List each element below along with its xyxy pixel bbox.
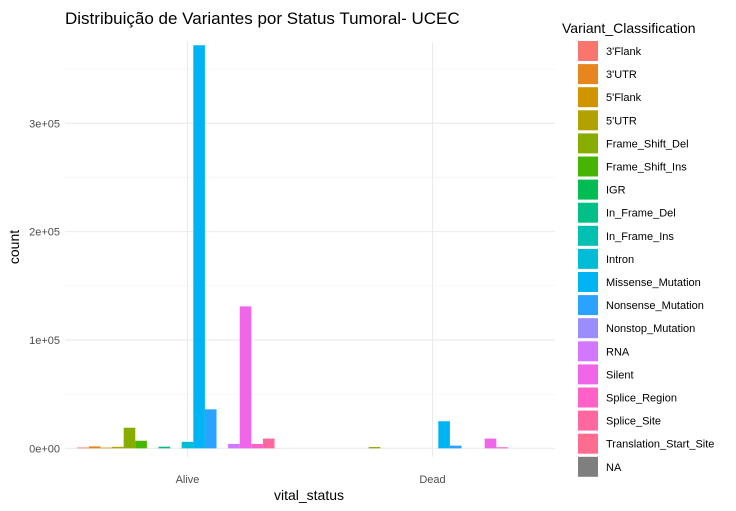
legend-label: Intron <box>606 254 634 266</box>
bars <box>77 45 508 449</box>
legend-key <box>578 272 598 292</box>
legend-label: Splice_Site <box>606 416 661 428</box>
legend-label: Silent <box>606 369 634 381</box>
bar <box>135 440 147 449</box>
legend-label: NA <box>606 462 622 474</box>
legend-label: Nonstop_Mutation <box>606 323 695 335</box>
bar <box>123 427 136 449</box>
bar <box>204 409 217 449</box>
bar <box>449 445 462 449</box>
legend-key <box>578 248 598 269</box>
bar <box>193 45 205 449</box>
legend-key <box>578 318 598 339</box>
legend-key <box>578 133 598 154</box>
x-axis-title: vital_status <box>274 487 344 503</box>
legend-key <box>578 456 598 477</box>
legend-label: 5'Flank <box>606 92 642 104</box>
bar <box>77 447 89 449</box>
bar <box>484 438 497 449</box>
bar <box>100 447 113 449</box>
bar <box>239 306 252 449</box>
bar <box>181 441 194 449</box>
legend-label: In_Frame_Ins <box>606 231 674 243</box>
bar <box>112 446 124 449</box>
legend-label: 5'UTR <box>606 115 637 127</box>
legend-key <box>578 64 598 85</box>
legend-items: 3'Flank 3'UTR 5'Flank 5'UTR Frame_Shift_Del F… <box>578 41 714 477</box>
legend-label: Translation_Start_Site <box>606 439 714 451</box>
bar <box>262 438 275 449</box>
bar <box>158 446 171 449</box>
legend-key <box>578 387 598 408</box>
legend-label: Splice_Region <box>606 393 677 405</box>
legend-key <box>578 433 598 454</box>
x-axis-ticks: Alive Dead <box>176 474 446 486</box>
bar <box>368 447 381 449</box>
legend-key <box>578 179 598 200</box>
y-axis-ticks: 0e+00 1e+05 2e+05 3e+05 <box>29 118 60 455</box>
legend-key <box>578 110 598 131</box>
bar <box>496 447 508 449</box>
legend-label: RNA <box>606 346 630 358</box>
y-tick-label: 2e+05 <box>29 227 60 239</box>
bar <box>228 443 240 449</box>
legend-label: 3'UTR <box>606 69 637 81</box>
legend-key <box>578 410 598 431</box>
legend-key <box>578 41 598 61</box>
legend-label: Nonsense_Mutation <box>606 300 704 312</box>
legend-key <box>578 225 598 246</box>
legend-key <box>578 202 598 223</box>
legend-label: Frame_Shift_Del <box>606 138 689 150</box>
legend: Variant_Classification 3'Flank 3'UTR 5'Fla… <box>562 20 714 477</box>
legend-title: Variant_Classification <box>562 20 696 36</box>
legend-label: Frame_Shift_Ins <box>606 162 687 174</box>
y-tick-label: 1e+05 <box>29 335 60 347</box>
legend-key <box>578 341 598 362</box>
x-tick-label: Alive <box>176 474 200 486</box>
grid-lines <box>65 42 555 457</box>
legend-label: Missense_Mutation <box>606 277 701 289</box>
legend-key <box>578 87 598 108</box>
legend-key <box>578 364 598 385</box>
plot-area: 0e+00 1e+05 2e+05 3e+05 Alive Dead <box>29 42 555 486</box>
y-axis-title: count <box>6 230 22 264</box>
x-tick-label: Dead <box>419 474 445 486</box>
bar <box>438 421 450 449</box>
y-tick-label: 3e+05 <box>29 118 60 130</box>
bar <box>88 446 101 449</box>
legend-key <box>578 295 598 316</box>
legend-key <box>578 156 598 177</box>
legend-label: IGR <box>606 185 626 197</box>
chart-title: Distribuição de Variantes por Status Tum… <box>65 9 460 28</box>
legend-label: In_Frame_Del <box>606 208 676 220</box>
bar <box>251 443 263 449</box>
legend-label: 3'Flank <box>606 46 642 58</box>
y-tick-label: 0e+00 <box>29 443 60 455</box>
